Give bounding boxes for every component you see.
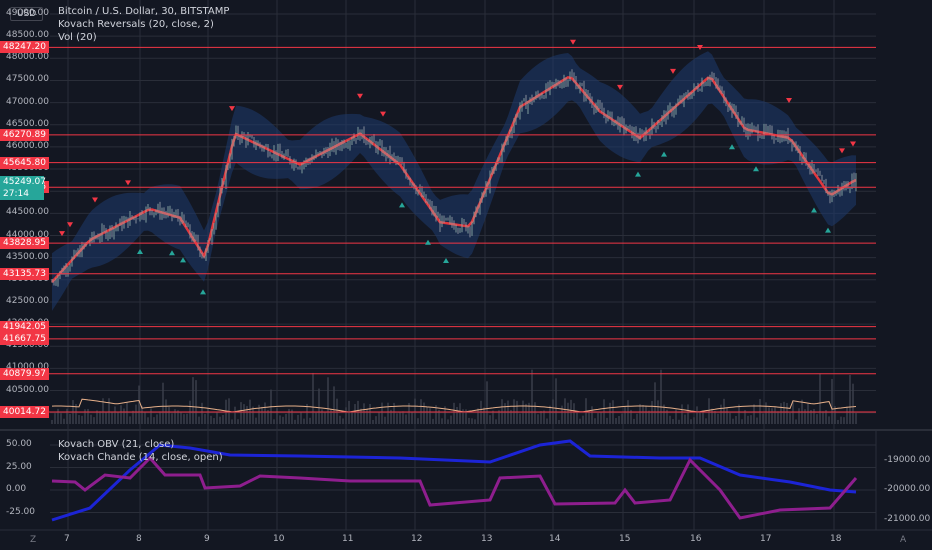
buy-marker — [169, 250, 175, 256]
time-tick-label: 9 — [204, 534, 210, 544]
current-price: 45249.07 — [3, 177, 46, 187]
sell-marker — [229, 106, 235, 112]
symbol-title[interactable]: Bitcoin / U.S. Dollar, 30, BITSTAMP — [58, 6, 230, 17]
time-tick-label: 10 — [273, 534, 285, 544]
obv-line — [51, 439, 857, 522]
bollinger-band — [51, 51, 857, 311]
volume-ma-line — [51, 398, 857, 413]
price-tick-label: 44500.00 — [6, 207, 49, 218]
buy-marker — [729, 144, 735, 150]
sell-marker — [357, 93, 363, 99]
osc-right-tick-label: -21000.00 — [884, 514, 931, 524]
price-tick-label: 41500.00 — [6, 340, 49, 351]
time-tick-label: 12 — [411, 534, 423, 544]
time-tick-label: 11 — [342, 534, 354, 544]
buy-marker — [180, 257, 186, 263]
bar-countdown: 27:14 — [3, 189, 29, 199]
level-tag: 40014.72 — [0, 406, 49, 419]
indicator-kovach-obv[interactable]: Kovach OBV (21, close) — [58, 439, 175, 450]
sell-marker — [380, 111, 386, 117]
osc-right-tick-label: -19000.00 — [884, 455, 931, 465]
price-tick-label: 44000.00 — [6, 229, 49, 240]
buy-marker — [635, 171, 641, 177]
buy-marker — [399, 202, 405, 208]
buy-marker — [137, 248, 143, 254]
level-tag: 43135.73 — [0, 267, 49, 280]
buy-marker — [753, 166, 759, 172]
osc-left-tick-label: -25.00 — [6, 506, 36, 517]
price-tick-label: 49000.00 — [6, 8, 49, 18]
osc-right-tick-label: -20000.00 — [884, 484, 931, 494]
chande-line — [51, 455, 858, 520]
buy-marker — [825, 227, 831, 233]
sell-marker — [697, 45, 703, 51]
current-price-tag: 45249.07 27:14 — [0, 176, 46, 200]
sell-marker — [617, 84, 623, 90]
osc-left-tick-label: 25.00 — [6, 461, 32, 472]
time-tick-label: 13 — [481, 534, 493, 544]
reversal-markers — [59, 39, 856, 295]
zoom-toggle-button[interactable]: Z — [30, 535, 37, 545]
price-candles — [51, 69, 857, 287]
auto-scale-button[interactable]: A — [900, 535, 907, 545]
time-tick-label: 18 — [830, 534, 842, 544]
buy-marker — [661, 151, 667, 157]
level-tag: 41667.75 — [0, 332, 49, 345]
sell-marker — [839, 148, 845, 154]
sell-marker — [786, 97, 792, 103]
osc-left-tick-label: 0.00 — [6, 484, 27, 494]
sell-marker — [570, 39, 576, 45]
time-tick-label: 8 — [136, 534, 142, 544]
price-tick-label: 46500.00 — [6, 118, 49, 129]
buy-marker — [425, 239, 431, 245]
price-tick-label: 42500.00 — [6, 295, 49, 306]
indicator-kovach-reversals[interactable]: Kovach Reversals (20, close, 2) — [58, 19, 214, 30]
price-tick-label: 47000.00 — [6, 96, 49, 107]
time-tick-label: 15 — [619, 534, 631, 544]
level-tag: 40879.97 — [0, 367, 49, 380]
osc-left-tick-label: 50.00 — [6, 439, 32, 449]
price-tick-label: 41000.00 — [6, 362, 49, 372]
sell-marker — [125, 180, 131, 186]
level-tag: 45645.80 — [0, 156, 49, 169]
level-tag: 46270.89 — [0, 128, 49, 141]
sell-marker — [59, 231, 65, 237]
sell-marker — [850, 141, 856, 147]
volume-bars — [51, 369, 857, 424]
buy-marker — [811, 207, 817, 213]
price-tick-label: 46000.00 — [6, 140, 49, 151]
level-tag: 48247.20 — [0, 41, 49, 54]
price-tick-label: 48500.00 — [6, 30, 49, 41]
level-tag: 43828.95 — [0, 237, 49, 250]
sell-marker — [67, 222, 73, 228]
oscillator-pane — [50, 439, 876, 522]
time-tick-label: 17 — [760, 534, 772, 544]
time-tick-label: 7 — [64, 534, 70, 544]
price-tick-label: 40500.00 — [6, 384, 49, 395]
currency-button[interactable]: USD — [10, 7, 44, 21]
level-tag: 41942.05 — [0, 320, 49, 333]
support-resistance-lines — [0, 46, 876, 413]
band-fill — [52, 51, 856, 311]
price-tick-label: 48000.00 — [6, 52, 49, 63]
indicator-volume[interactable]: Vol (20) — [58, 32, 97, 43]
price-tick-label: 47500.00 — [6, 74, 49, 85]
time-tick-label: 14 — [549, 534, 561, 544]
sell-marker — [670, 68, 676, 74]
price-tick-label: 43500.00 — [6, 251, 49, 262]
buy-marker — [200, 289, 206, 295]
buy-marker — [443, 257, 449, 263]
sell-marker — [92, 197, 98, 203]
indicator-kovach-chande[interactable]: Kovach Chande (14, close, open) — [58, 452, 223, 463]
time-tick-label: 16 — [690, 534, 702, 544]
